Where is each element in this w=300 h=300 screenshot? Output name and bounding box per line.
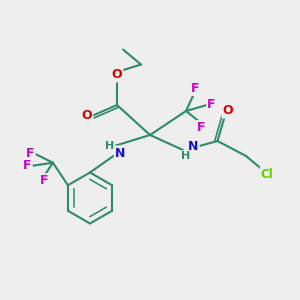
Text: N: N bbox=[188, 140, 199, 154]
Text: H: H bbox=[105, 140, 114, 151]
Text: F: F bbox=[197, 121, 205, 134]
Text: F: F bbox=[40, 174, 48, 187]
Text: O: O bbox=[82, 109, 92, 122]
Text: O: O bbox=[112, 68, 122, 82]
Text: F: F bbox=[23, 159, 32, 172]
Text: N: N bbox=[115, 146, 125, 160]
Text: H: H bbox=[182, 151, 190, 161]
Text: F: F bbox=[207, 98, 216, 112]
Text: F: F bbox=[191, 82, 199, 95]
Text: Cl: Cl bbox=[261, 167, 273, 181]
Text: O: O bbox=[223, 104, 233, 118]
Text: F: F bbox=[26, 147, 35, 160]
